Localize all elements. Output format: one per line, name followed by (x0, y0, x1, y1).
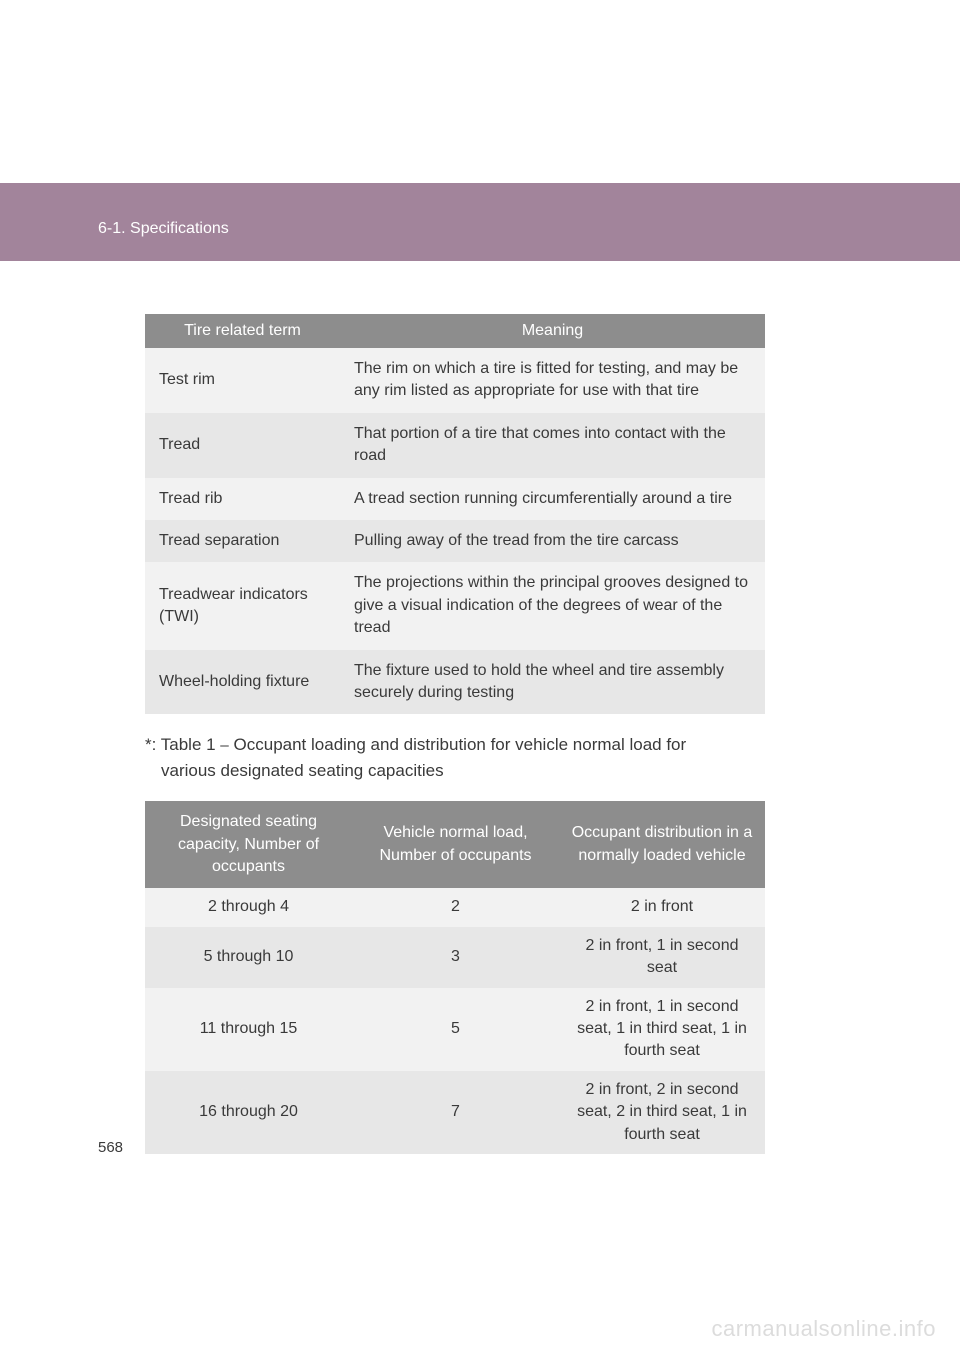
occupant-loading-table: Designated seating capacity, Number of o… (145, 801, 765, 1154)
t2-c2: 3 (352, 927, 559, 988)
footnote-line2: various designated seating capacities (145, 758, 765, 784)
page: 6-1. Specifications Tire related term Me… (0, 0, 960, 1358)
t2-header-2: Vehicle normal load, Number of occupants (352, 801, 559, 888)
t2-c2: 2 (352, 888, 559, 926)
t1-term: Tread rib (145, 478, 340, 520)
table-row: Test rim The rim on which a tire is fitt… (145, 348, 765, 413)
t1-term: Test rim (145, 348, 340, 413)
table-row: Treadwear indicators (TWI) The projectio… (145, 562, 765, 649)
t1-term: Treadwear indicators (TWI) (145, 562, 340, 649)
table-row: Wheel-holding fixture The fixture used t… (145, 650, 765, 715)
table-row: 2 through 4 2 2 in front (145, 888, 765, 926)
table-row: Tread rib A tread section running circum… (145, 478, 765, 520)
t1-meaning: The projections within the principal gro… (340, 562, 765, 649)
table-row: 11 through 15 5 2 in front, 1 in second … (145, 988, 765, 1071)
t1-meaning: Pulling away of the tread from the tire … (340, 520, 765, 562)
t1-header-term: Tire related term (145, 314, 340, 348)
t2-c1: 5 through 10 (145, 927, 352, 988)
t2-c3: 2 in front, 1 in second seat (559, 927, 765, 988)
t2-c1: 16 through 20 (145, 1071, 352, 1154)
t1-term: Tread separation (145, 520, 340, 562)
t2-header-1: Designated seating capacity, Number of o… (145, 801, 352, 888)
table-row: Tread separation Pulling away of the tre… (145, 520, 765, 562)
t2-header-3: Occupant distribution in a normally load… (559, 801, 765, 888)
t1-meaning: The rim on which a tire is fitted for te… (340, 348, 765, 413)
table-row: Tread That portion of a tire that comes … (145, 413, 765, 478)
t2-c2: 5 (352, 988, 559, 1071)
t2-c3: 2 in front (559, 888, 765, 926)
watermark: carmanualsonline.info (711, 1316, 936, 1342)
footnote-line1: *: Table 1 ⎯ Occupant loading and distri… (145, 735, 686, 754)
page-number: 568 (98, 1139, 123, 1156)
t1-term: Wheel-holding fixture (145, 650, 340, 715)
tire-terms-table: Tire related term Meaning Test rim The r… (145, 314, 765, 714)
t2-c3: 2 in front, 2 in second seat, 2 in third… (559, 1071, 765, 1154)
t1-term: Tread (145, 413, 340, 478)
t1-meaning: That portion of a tire that comes into c… (340, 413, 765, 478)
table-row: 5 through 10 3 2 in front, 1 in second s… (145, 927, 765, 988)
section-title: 6-1. Specifications (98, 220, 229, 238)
table1-footnote: *: Table 1 ⎯ Occupant loading and distri… (145, 732, 765, 783)
content-area: Tire related term Meaning Test rim The r… (145, 314, 765, 1154)
t1-meaning: The fixture used to hold the wheel and t… (340, 650, 765, 715)
t2-c1: 2 through 4 (145, 888, 352, 926)
t2-c3: 2 in front, 1 in second seat, 1 in third… (559, 988, 765, 1071)
t2-c1: 11 through 15 (145, 988, 352, 1071)
t2-c2: 7 (352, 1071, 559, 1154)
t1-meaning: A tread section running circumferentiall… (340, 478, 765, 520)
t1-header-meaning: Meaning (340, 314, 765, 348)
table-row: 16 through 20 7 2 in front, 2 in second … (145, 1071, 765, 1154)
